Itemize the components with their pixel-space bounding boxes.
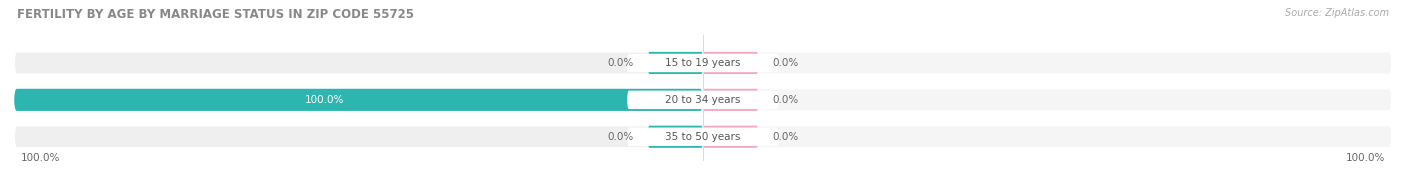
FancyBboxPatch shape (14, 89, 703, 111)
FancyBboxPatch shape (703, 52, 758, 74)
FancyBboxPatch shape (14, 126, 703, 148)
FancyBboxPatch shape (703, 126, 758, 148)
FancyBboxPatch shape (627, 91, 779, 109)
Text: 15 to 19 years: 15 to 19 years (665, 58, 741, 68)
FancyBboxPatch shape (14, 52, 703, 74)
Text: 0.0%: 0.0% (772, 132, 799, 142)
Text: 100.0%: 100.0% (304, 95, 344, 105)
Text: 35 to 50 years: 35 to 50 years (665, 132, 741, 142)
FancyBboxPatch shape (703, 126, 1392, 148)
Text: 100.0%: 100.0% (21, 153, 60, 163)
FancyBboxPatch shape (648, 52, 703, 74)
FancyBboxPatch shape (14, 89, 703, 111)
FancyBboxPatch shape (703, 89, 758, 111)
FancyBboxPatch shape (627, 54, 779, 72)
Text: Source: ZipAtlas.com: Source: ZipAtlas.com (1285, 8, 1389, 18)
Text: 0.0%: 0.0% (772, 58, 799, 68)
Text: 0.0%: 0.0% (607, 58, 634, 68)
FancyBboxPatch shape (703, 89, 1392, 111)
Text: 0.0%: 0.0% (772, 95, 799, 105)
FancyBboxPatch shape (627, 128, 779, 146)
Text: 100.0%: 100.0% (1346, 153, 1385, 163)
Text: 0.0%: 0.0% (607, 132, 634, 142)
Text: 20 to 34 years: 20 to 34 years (665, 95, 741, 105)
FancyBboxPatch shape (648, 126, 703, 148)
Text: FERTILITY BY AGE BY MARRIAGE STATUS IN ZIP CODE 55725: FERTILITY BY AGE BY MARRIAGE STATUS IN Z… (17, 8, 413, 21)
FancyBboxPatch shape (703, 52, 1392, 74)
